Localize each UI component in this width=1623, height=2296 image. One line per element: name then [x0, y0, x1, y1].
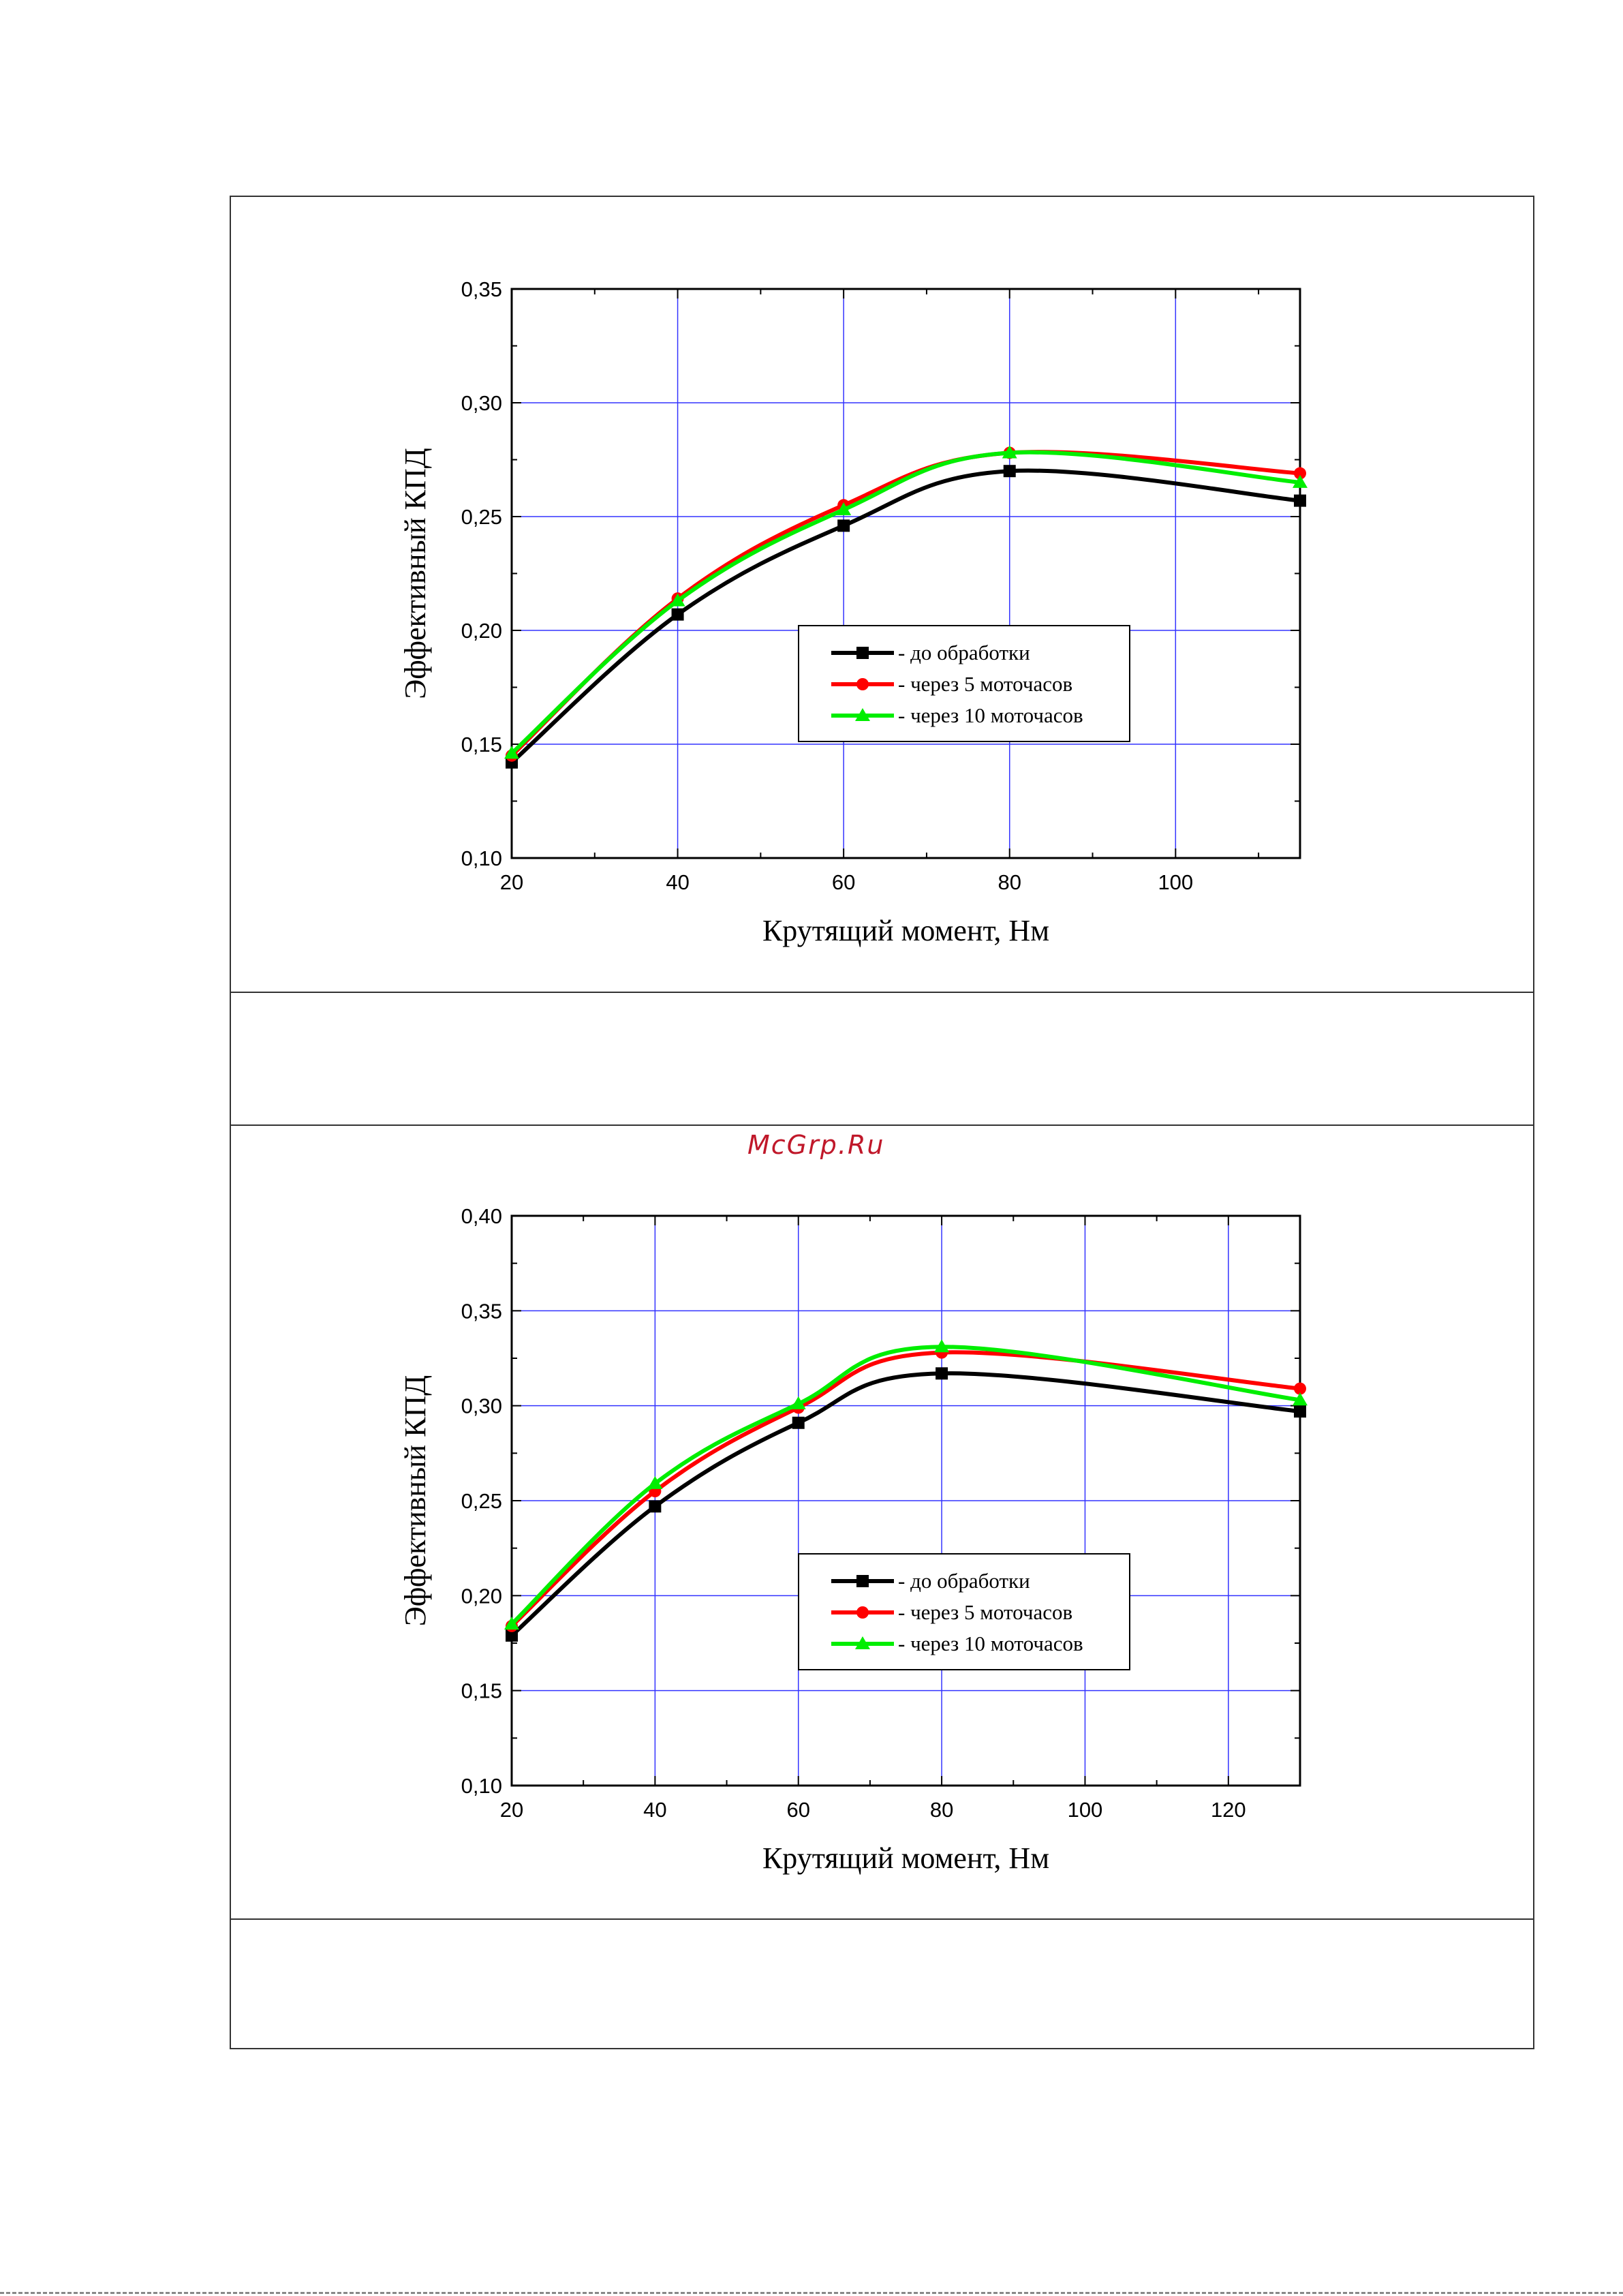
table-divider-2 [230, 1124, 1534, 1126]
y-tick-label: 0,30 [461, 391, 502, 415]
legend-marker [856, 678, 869, 690]
y-tick-label: 0,30 [461, 1394, 502, 1418]
x-tick-label: 40 [643, 1798, 666, 1822]
data-point [790, 1396, 806, 1409]
legend-label: - через 10 моточасов [898, 1632, 1083, 1655]
legend: - до обработки - через 5 моточасов - через… [798, 1553, 1130, 1670]
series-line [510, 1350, 1301, 1628]
chart-1: 20 40 60 80 100 0,10 0,15 0,20 0,25 0,30 0,35 Крутя… [399, 277, 1308, 947]
y-tick-label: 0,10 [461, 1774, 502, 1798]
x-tick-label: 20 [500, 1798, 523, 1822]
x-tick-label: 80 [998, 870, 1021, 894]
y-tick-label: 0,25 [461, 505, 502, 529]
y-tick-label: 0,40 [461, 1204, 502, 1228]
data-point [1294, 1382, 1306, 1395]
series-1 [506, 465, 1306, 769]
legend-label: - через 5 моточасов [898, 672, 1072, 696]
data-point [504, 746, 519, 759]
legend-label: - через 10 моточасов [898, 703, 1083, 727]
legend: - до обработки - через 5 моточасов - через… [798, 625, 1130, 742]
table-divider-3 [230, 1918, 1534, 1920]
y-tick-label: 0,35 [461, 1299, 502, 1323]
series-line [510, 1345, 1301, 1626]
chart-2: 20 40 60 80 100 120 0,10 0,15 0,20 0,25 0,30 0,35 0,… [399, 1204, 1308, 1875]
series-1 [506, 1367, 1306, 1642]
x-axis-title: Крутящий момент, Нм [762, 914, 1049, 947]
y-tick-label: 0,25 [461, 1489, 502, 1513]
data-point [671, 608, 684, 621]
x-axis-title: Крутящий момент, Нм [762, 1841, 1049, 1875]
data-point [936, 1367, 948, 1380]
x-tick-label: 60 [832, 870, 855, 894]
y-tick-label: 0,20 [461, 1584, 502, 1608]
y-axis-title: Эффективный КПД [399, 448, 432, 699]
y-tick-label: 0,20 [461, 619, 502, 643]
data-point [1002, 445, 1017, 459]
series-3 [504, 445, 1308, 759]
x-tick-label: 100 [1068, 1798, 1103, 1822]
data-point [836, 502, 852, 515]
legend-marker [856, 1606, 869, 1619]
data-point [837, 519, 850, 532]
axis-ticks [511, 1215, 1301, 1786]
x-tick-label: 120 [1211, 1798, 1246, 1822]
y-tick-label: 0,35 [461, 277, 502, 301]
x-tick-label: 100 [1158, 870, 1193, 894]
data-point [1003, 465, 1016, 478]
table-frame [230, 196, 1534, 2049]
data-point [647, 1475, 663, 1489]
data-point [506, 1629, 518, 1642]
series-3 [504, 1339, 1308, 1630]
data-point [504, 1617, 519, 1630]
y-tick-label: 0,15 [461, 733, 502, 756]
legend-label: - до обработки [898, 641, 1030, 664]
legend-label: - до обработки [898, 1569, 1030, 1593]
x-tick-label: 20 [500, 870, 523, 894]
legend-marker [856, 1575, 869, 1587]
legend-marker [856, 647, 869, 659]
data-point [1293, 474, 1308, 488]
y-axis-title: Эффективный КПД [399, 1375, 432, 1626]
watermark-text: McGrp.Ru [747, 1130, 885, 1160]
data-point [1294, 467, 1306, 480]
y-tick-label: 0,15 [461, 1679, 502, 1703]
data-point [670, 593, 685, 607]
axis-ticks [511, 288, 1300, 859]
x-tick-label: 40 [666, 870, 689, 894]
data-point [649, 1500, 662, 1513]
grid [512, 1216, 1300, 1786]
legend-label: - через 5 моточасов [898, 1600, 1072, 1624]
legend-marker [855, 708, 870, 721]
series-line [510, 1371, 1301, 1638]
data-point [1293, 1392, 1308, 1406]
table-divider-1 [230, 992, 1534, 993]
y-tick-label: 0,10 [461, 846, 502, 870]
data-point [934, 1339, 950, 1353]
x-tick-label: 80 [930, 1798, 953, 1822]
data-point [1294, 1405, 1306, 1418]
x-tick-label: 60 [786, 1798, 809, 1822]
data-point [1294, 494, 1306, 507]
legend-marker [855, 1636, 870, 1649]
page-bottom-rule [0, 2292, 1623, 2294]
data-point [792, 1416, 805, 1429]
